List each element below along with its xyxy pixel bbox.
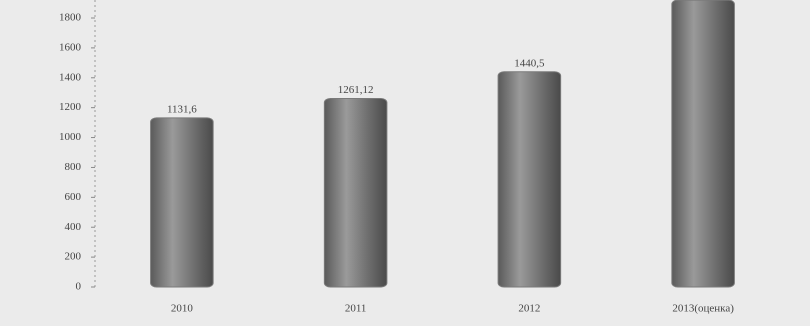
- bar: [150, 117, 214, 288]
- x-tick-label: 2010: [171, 303, 194, 315]
- bar: [323, 98, 388, 288]
- y-tick-label: 1800: [59, 12, 82, 24]
- y-tick-label: 1200: [59, 101, 82, 113]
- y-tick-label: 1600: [59, 41, 82, 53]
- y-tick-label: 200: [65, 251, 82, 263]
- value-label: 1440,5: [514, 57, 545, 69]
- value-label: 1131,6: [167, 103, 197, 115]
- value-label: 1261,12: [338, 84, 374, 96]
- x-tick-label: 2013(оценка): [672, 303, 734, 315]
- y-tick-label: 0: [76, 281, 82, 293]
- x-tick-label: 2012: [518, 303, 540, 315]
- y-tick-label: 1400: [59, 71, 82, 83]
- y-tick-label: 600: [65, 191, 82, 203]
- bar: [671, 0, 735, 288]
- y-tick-label: 1000: [59, 131, 82, 143]
- bar: [497, 71, 562, 288]
- x-tick-label: 2011: [345, 303, 367, 315]
- y-tick-label: 800: [65, 161, 82, 173]
- y-tick-label: 400: [65, 221, 82, 233]
